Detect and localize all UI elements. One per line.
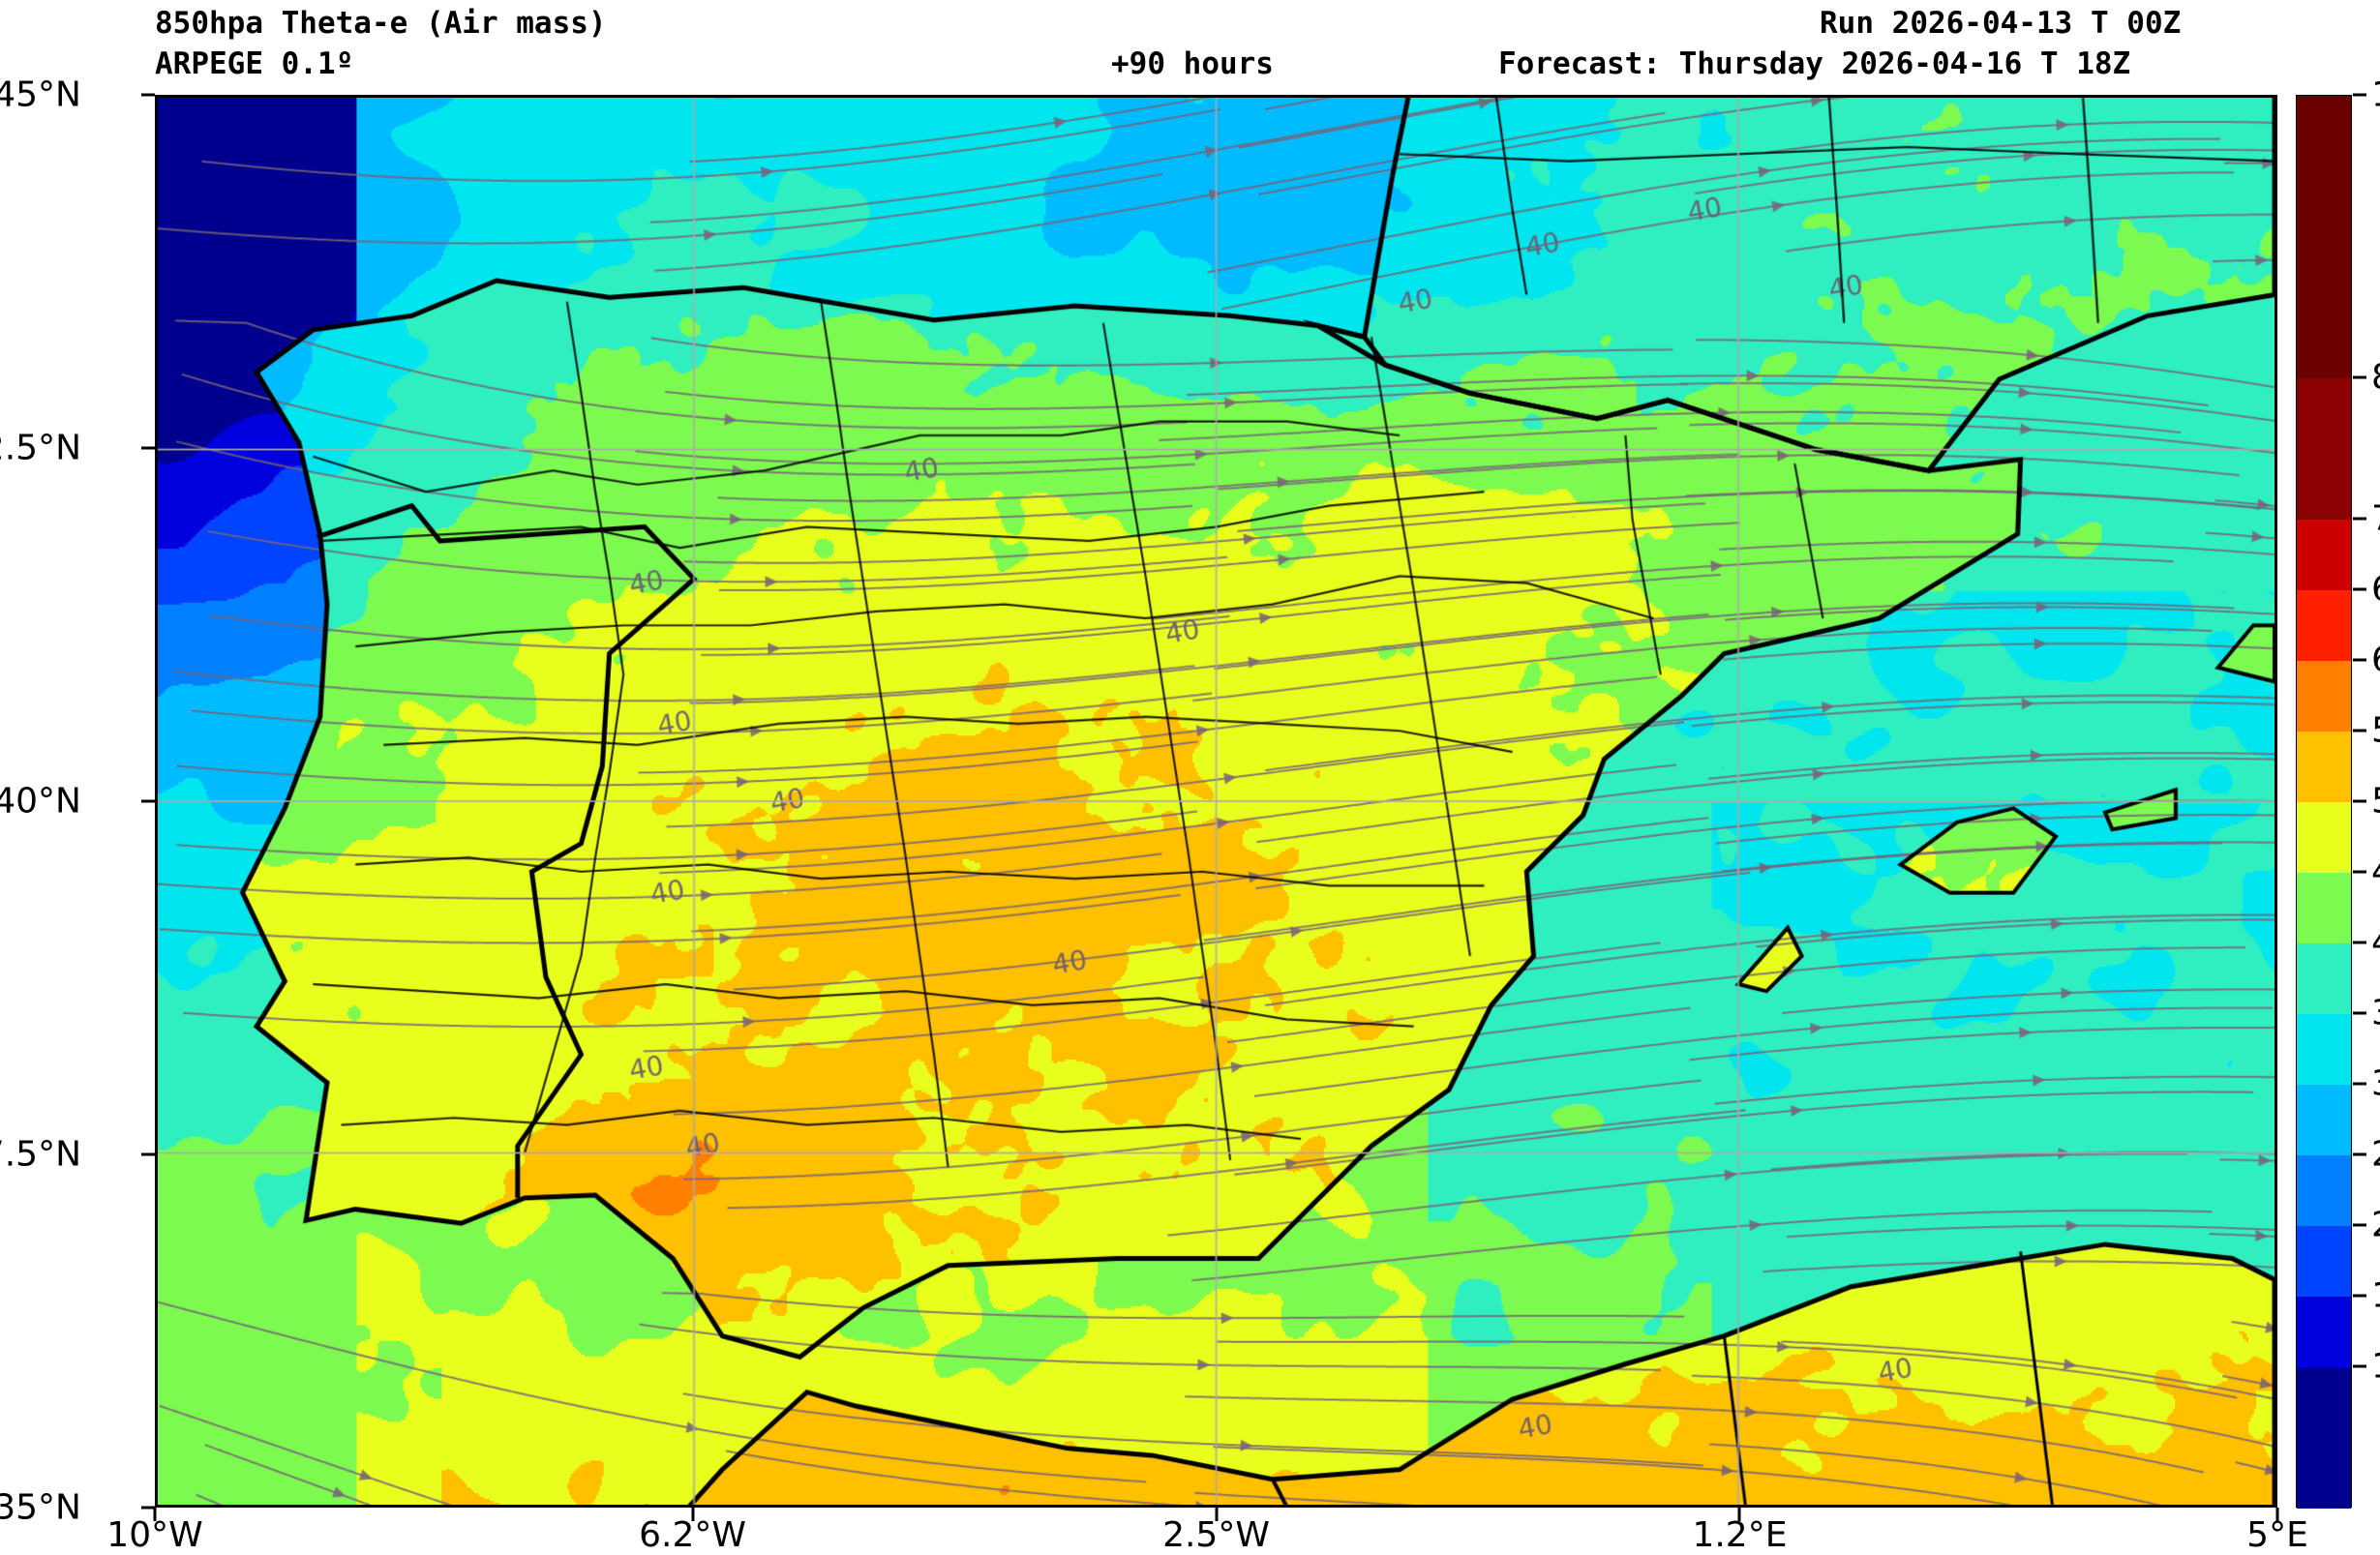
latitude-tick-label: 35°N — [0, 1487, 81, 1528]
lead-time-label: +90 hours — [1111, 46, 1274, 81]
longitude-tick-label: 5°E — [2246, 1515, 2308, 1555]
colorbar-segment — [2297, 1014, 2351, 1085]
longitude-tick-label: 10°W — [106, 1515, 203, 1555]
colorbar-tick-label: 40 — [2371, 923, 2380, 963]
colorbar-tick — [2353, 1364, 2366, 1368]
longitude-tick-label: 2.5°W — [1162, 1515, 1270, 1555]
colorbar-segment — [2297, 1367, 2351, 1509]
latitude-tick-label: 42.5°N — [0, 428, 81, 468]
run-label: Run 2026-04-13 T 00Z — [1820, 6, 2182, 41]
colorbar-segment — [2297, 520, 2351, 590]
longitude-tick — [1215, 1508, 1218, 1521]
colorbar-segment — [2297, 661, 2351, 732]
latitude-tick-label: 37.5°N — [0, 1134, 81, 1175]
latitude-tick — [141, 799, 155, 803]
theta-e-field-canvas — [158, 98, 2275, 1505]
colorbar-tick-label: 35 — [2371, 994, 2380, 1033]
colorbar-tick — [2353, 517, 2366, 521]
colorbar-tick — [2353, 587, 2366, 591]
latitude-tick — [141, 446, 155, 450]
latitude-tick — [141, 93, 155, 97]
colorbar-tick — [2353, 941, 2366, 944]
colorbar-tick — [2353, 870, 2366, 874]
longitude-tick-label: 6.2°W — [639, 1515, 746, 1555]
colorbar-segment — [2297, 378, 2351, 520]
colorbar-tick-label: 10 — [2371, 1347, 2380, 1387]
colorbar-tick — [2353, 1011, 2366, 1015]
latitude-tick-label: 45°N — [0, 75, 81, 115]
colorbar-tick — [2353, 1152, 2366, 1156]
colorbar-tick — [2353, 93, 2366, 97]
colorbar-tick — [2353, 1223, 2366, 1227]
colorbar-segment — [2297, 732, 2351, 802]
latitude-tick-label: 40°N — [0, 781, 81, 822]
forecast-label: Forecast: Thursday 2026-04-16 T 18Z — [1498, 46, 2131, 81]
colorbar-segment — [2297, 943, 2351, 1014]
colorbar-tick-label: 30 — [2371, 1064, 2380, 1104]
model-label: ARPEGE 0.1º — [155, 46, 354, 81]
longitude-tick-label: 1.2°E — [1692, 1515, 1788, 1555]
colorbar-tick-label: 100 — [2371, 75, 2380, 115]
colorbar-segment — [2297, 1297, 2351, 1367]
colorbar-tick-label: 65 — [2371, 570, 2380, 610]
map-plot-area — [155, 95, 2277, 1508]
colorbar-tick — [2353, 799, 2366, 803]
colorbar-tick — [2353, 658, 2366, 662]
colorbar — [2296, 95, 2352, 1509]
colorbar-segment — [2297, 1155, 2351, 1226]
colorbar-tick — [2353, 1294, 2366, 1298]
colorbar-tick-label: 20 — [2371, 1206, 2380, 1245]
colorbar-tick-label: 45 — [2371, 852, 2380, 892]
colorbar-tick — [2353, 1082, 2366, 1086]
latitude-tick — [141, 1152, 155, 1156]
longitude-tick — [153, 1508, 157, 1521]
colorbar-segment — [2297, 590, 2351, 661]
colorbar-segment — [2297, 1085, 2351, 1155]
colorbar-segment — [2297, 873, 2351, 943]
colorbar-segment — [2297, 96, 2351, 378]
colorbar-tick-label: 60 — [2371, 641, 2380, 680]
colorbar-tick-label: 15 — [2371, 1276, 2380, 1316]
colorbar-tick-label: 55 — [2371, 711, 2380, 751]
colorbar-tick-label: 80 — [2371, 358, 2380, 398]
longitude-tick — [2275, 1508, 2279, 1521]
colorbar-segment — [2297, 802, 2351, 873]
latitude-tick — [141, 1506, 155, 1510]
colorbar-tick — [2353, 375, 2366, 379]
longitude-tick — [691, 1508, 695, 1521]
longitude-tick — [1737, 1508, 1741, 1521]
page-title: 850hpa Theta-e (Air mass) — [155, 6, 607, 41]
colorbar-tick — [2353, 729, 2366, 733]
colorbar-tick-label: 50 — [2371, 782, 2380, 822]
colorbar-segment — [2297, 1226, 2351, 1297]
colorbar-tick-label: 70 — [2371, 499, 2380, 539]
colorbar-tick-label: 25 — [2371, 1135, 2380, 1175]
